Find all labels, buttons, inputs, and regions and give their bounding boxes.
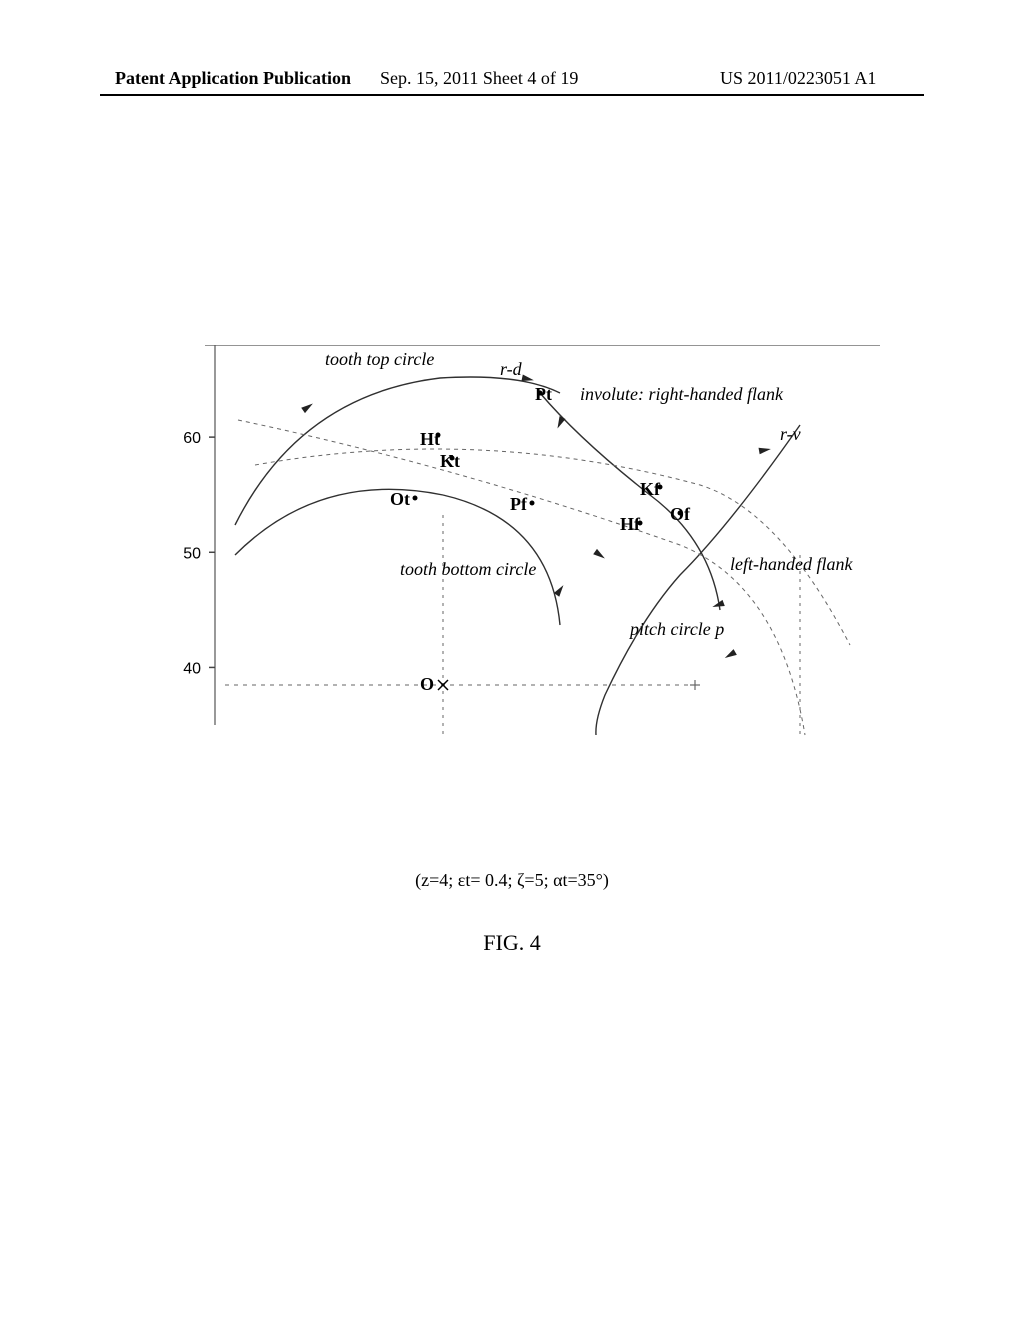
- figure-label: FIG. 4: [0, 930, 1024, 956]
- svg-text:50: 50: [183, 545, 201, 562]
- header-rule: [100, 94, 924, 96]
- svg-text:40: 40: [183, 660, 201, 677]
- svg-text:r-d: r-d: [500, 359, 523, 379]
- figure-svg: 40 50 60 tooth top circle r-d involute: right…: [140, 345, 880, 745]
- svg-text:Ht: Ht: [420, 429, 440, 449]
- svg-text:left-handed flank: left-handed flank: [730, 554, 853, 574]
- header-right: US 2011/0223051 A1: [720, 68, 876, 89]
- svg-text:involute: right-handed flank: involute: right-handed flank: [580, 384, 784, 404]
- svg-text:Pf: Pf: [510, 494, 528, 514]
- svg-text:Kt: Kt: [440, 451, 460, 471]
- svg-text:tooth bottom circle: tooth bottom circle: [400, 559, 536, 579]
- svg-text:Hf: Hf: [620, 514, 641, 534]
- svg-text:Kf: Kf: [640, 479, 661, 499]
- figure-caption: (z=4; εt= 0.4; ζ=5; αt=35°): [0, 870, 1024, 891]
- svg-text:tooth top circle: tooth top circle: [325, 349, 434, 369]
- svg-text:Of: Of: [670, 504, 691, 524]
- svg-text:Pt: Pt: [535, 384, 552, 404]
- svg-text:pitch circle p: pitch circle p: [628, 619, 724, 639]
- svg-text:O: O: [420, 674, 434, 694]
- header-left: Patent Application Publication: [115, 68, 351, 89]
- svg-text:r-v: r-v: [780, 424, 801, 444]
- header-mid: Sep. 15, 2011 Sheet 4 of 19: [380, 68, 578, 89]
- figure-4: 40 50 60 tooth top circle r-d involute: right…: [140, 345, 880, 745]
- svg-text:60: 60: [183, 430, 201, 447]
- svg-text:Ot: Ot: [390, 489, 410, 509]
